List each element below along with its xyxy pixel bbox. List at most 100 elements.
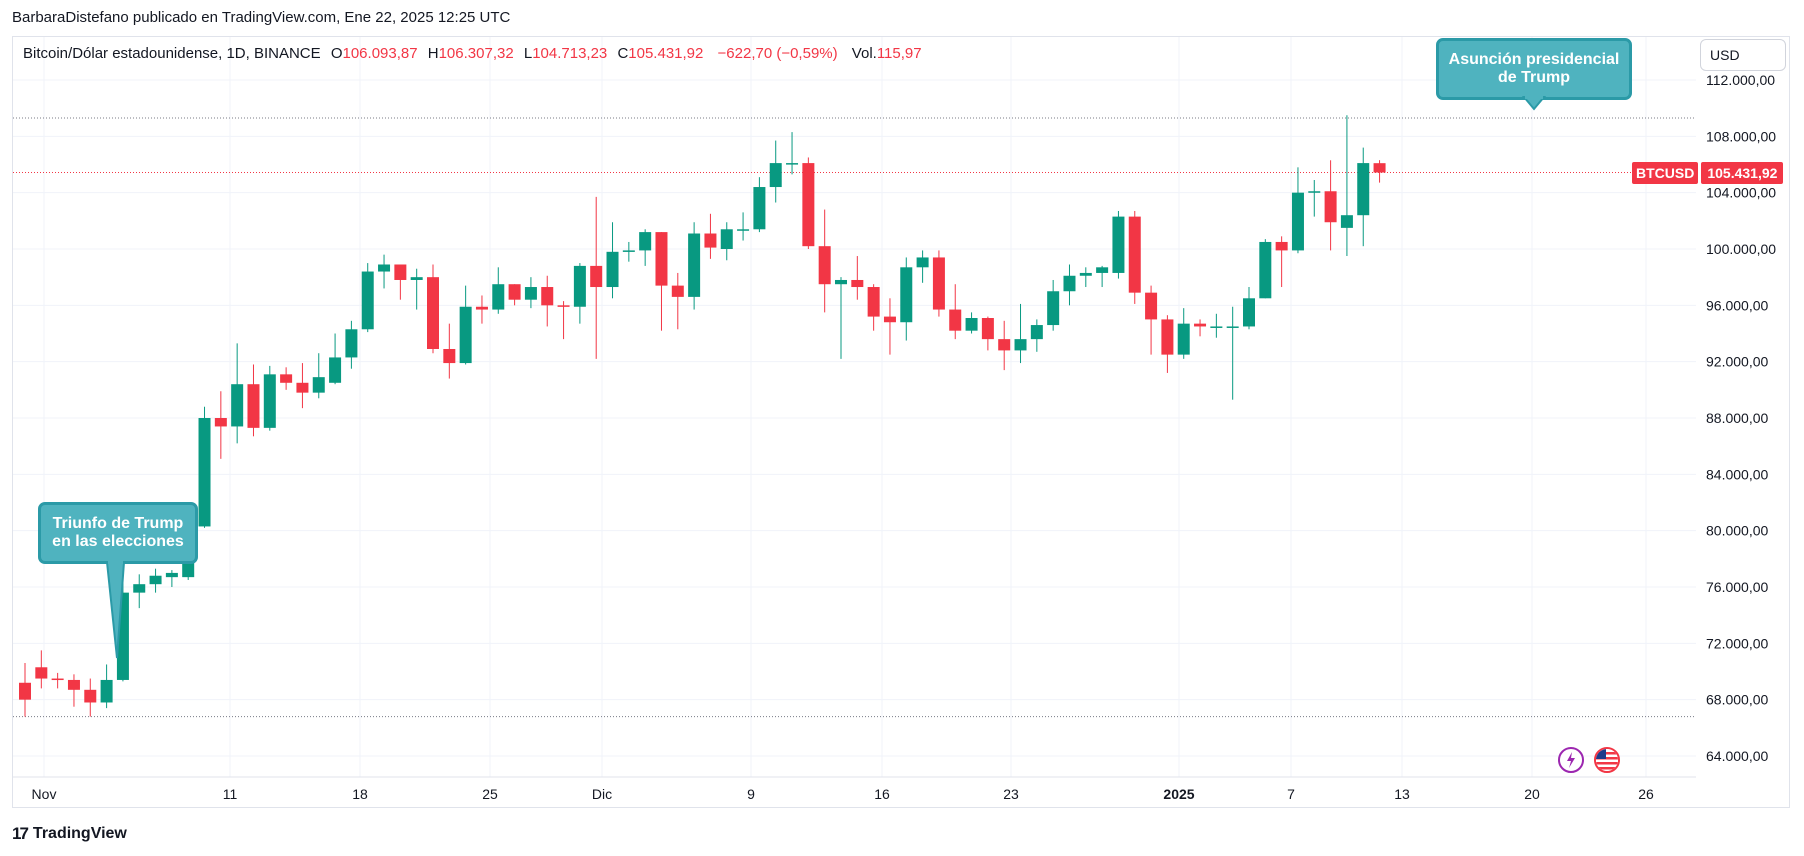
candle-body — [900, 267, 913, 323]
volume-value: 115,97 — [876, 45, 922, 62]
candle-body — [1291, 192, 1304, 251]
candle-body — [410, 277, 423, 280]
candle-body — [1096, 267, 1109, 273]
candle-body — [1357, 163, 1370, 216]
candle-body — [443, 348, 456, 364]
volume-label: Vol. — [851, 45, 877, 62]
time-axis: Nov 11 18 25 Dic 9 16 23 2025 7 13 20 26 — [32, 786, 1654, 802]
publish-byline: BarbaraDistefano publicado en TradingVie… — [12, 9, 511, 26]
currency-button[interactable]: USD — [1700, 39, 1786, 71]
y-tick-label: 108.000,00 — [1706, 128, 1776, 144]
us-flag-icon[interactable] — [1594, 747, 1620, 773]
candle-body — [1014, 339, 1027, 351]
y-tick-label: 72.000,00 — [1706, 635, 1768, 651]
close-label: C — [617, 45, 629, 62]
candle-body — [769, 163, 782, 188]
candle-body — [100, 679, 113, 703]
high-value: 106.307,32 — [438, 45, 514, 62]
candle-body — [133, 584, 146, 593]
x-tick-label: 26 — [1638, 786, 1654, 802]
candle-body — [671, 285, 684, 297]
annotation-inauguration-line2: de Trump — [1497, 69, 1570, 86]
lightning-icon[interactable] — [1558, 747, 1584, 773]
candle-body — [149, 575, 162, 585]
candle-body — [851, 279, 864, 288]
candle-body — [753, 187, 766, 230]
footer-brand[interactable]: 17 TradingView — [12, 824, 127, 844]
candle-body — [688, 233, 701, 297]
candle-body — [1210, 326, 1223, 328]
candle-body — [1340, 215, 1353, 228]
candle-body — [720, 229, 733, 249]
price-tag: BTCUSD 105.431,92 — [1632, 162, 1784, 184]
y-tick-label: 88.000,00 — [1706, 410, 1768, 426]
candle-body — [524, 287, 537, 300]
candle-body — [345, 329, 358, 358]
x-tick-label: Nov — [32, 786, 57, 802]
annotation-inauguration[interactable]: Asunción presidencial de Trump — [1436, 38, 1632, 100]
candle-body — [786, 163, 799, 165]
low-value: 104.713,23 — [532, 45, 608, 62]
candle-body — [475, 306, 488, 310]
candle-body — [1243, 298, 1255, 327]
y-tick-label: 64.000,00 — [1706, 748, 1768, 764]
candle-body — [19, 682, 31, 700]
candle-body — [1177, 323, 1190, 355]
candles — [19, 115, 1386, 717]
tradingview-logo-icon: 17 — [12, 824, 29, 843]
candle-body — [312, 377, 325, 393]
chart-frame — [12, 36, 1790, 808]
candle-body — [932, 257, 945, 310]
candle-body — [35, 667, 48, 679]
candle-body — [1161, 319, 1174, 355]
y-tick-label: 76.000,00 — [1706, 579, 1768, 595]
y-tick-label: 80.000,00 — [1706, 523, 1768, 539]
x-tick-label: 13 — [1394, 786, 1410, 802]
annotation-election-line2: en las elecciones — [52, 533, 184, 550]
y-tick-label: 112.000,00 — [1706, 72, 1775, 88]
high-label: H — [427, 45, 439, 62]
candle-body — [1308, 191, 1321, 193]
open-label: O — [330, 45, 343, 62]
candle-body — [1275, 241, 1288, 251]
y-tick-label: 92.000,00 — [1706, 354, 1768, 370]
annotation-election[interactable]: Triunfo de Trump en las elecciones — [38, 502, 198, 564]
candle-body — [1259, 241, 1272, 299]
x-tick-label: 25 — [482, 786, 498, 802]
price-tag-value: 105.431,92 — [1701, 162, 1784, 184]
x-tick-label: 9 — [747, 786, 755, 802]
low-label: L — [523, 45, 533, 62]
candle-body — [1145, 292, 1158, 320]
candle-body — [1226, 326, 1239, 328]
candle-body — [818, 246, 831, 285]
change-value: −622,70 (−0,59%) — [717, 45, 838, 62]
annotation-inauguration-pointer — [1522, 95, 1547, 111]
y-tick-label: 96.000,00 — [1706, 297, 1768, 313]
candle-body — [981, 318, 994, 340]
candle-body — [198, 418, 211, 527]
candle-body — [606, 251, 619, 288]
candle-body — [459, 306, 472, 364]
candle-body — [1030, 325, 1043, 340]
x-tick-label: 2025 — [1163, 786, 1194, 802]
candle-body — [704, 233, 717, 248]
candle-body — [965, 318, 978, 331]
candle-body — [557, 305, 570, 307]
candle-body — [1324, 191, 1337, 223]
x-tick-label: Dic — [592, 786, 612, 802]
symbol-label[interactable]: Bitcoin/Dólar estadounidense, 1D, BINANC… — [23, 45, 321, 62]
candle-body — [263, 374, 276, 428]
candle-body — [916, 257, 929, 268]
candle-body — [378, 264, 391, 272]
candle-body — [835, 279, 847, 285]
x-tick-label: 11 — [223, 786, 238, 802]
candle-body — [883, 316, 896, 323]
candle-body — [1128, 216, 1141, 293]
candle-body — [280, 374, 293, 383]
x-tick-label: 7 — [1287, 786, 1295, 802]
candle-body — [361, 271, 374, 330]
candle-body — [231, 384, 244, 427]
candle-body — [1194, 323, 1207, 327]
y-tick-label: 100.000,00 — [1706, 241, 1776, 257]
